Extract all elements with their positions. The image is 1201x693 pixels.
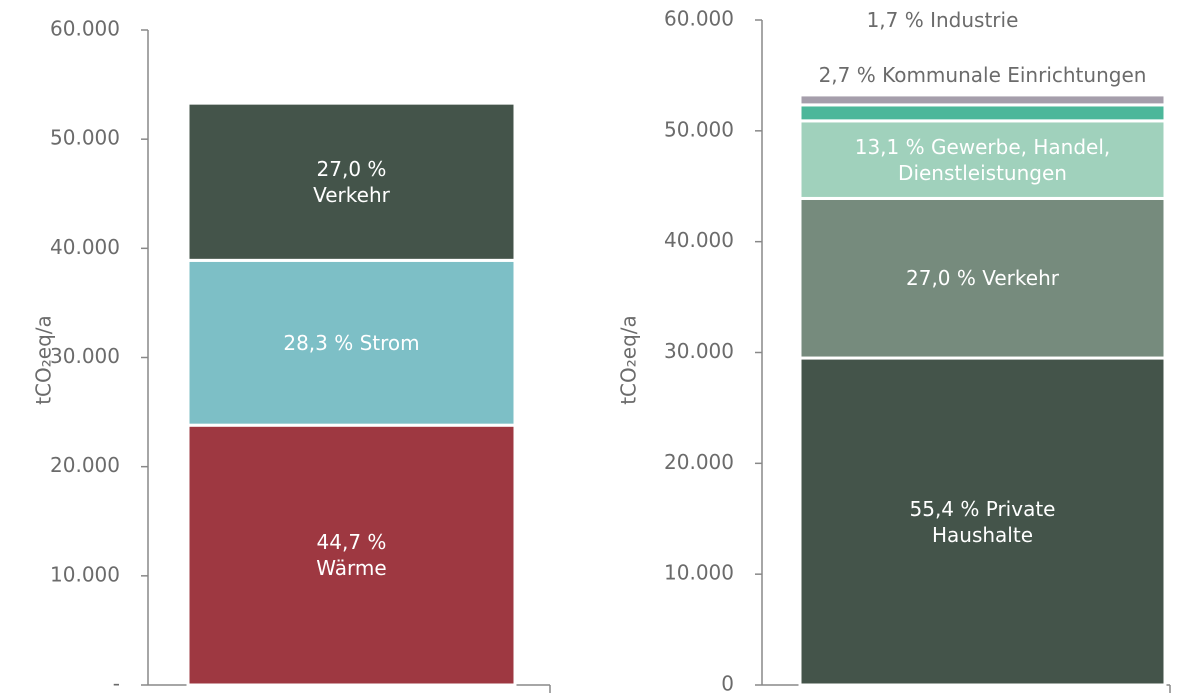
segment-label: 55,4 % Private Haushalte <box>909 496 1056 547</box>
y-tick-label: 10.000 <box>664 561 734 585</box>
bar-segment <box>798 93 1167 107</box>
bar-segment <box>798 356 1167 687</box>
segment-label: 44,7 % Wärme <box>316 530 387 581</box>
y-tick-label: 40.000 <box>664 228 734 252</box>
y-tick-label: 20.000 <box>50 453 120 477</box>
y-tick-label: 50.000 <box>664 117 734 141</box>
y-tick-label: 20.000 <box>664 450 734 474</box>
y-axis-label: tCO₂eq/a <box>32 315 56 405</box>
y-tick-label: 30.000 <box>50 344 120 368</box>
bar-segment <box>798 196 1167 360</box>
y-tick-label: 30.000 <box>664 339 734 363</box>
y-tick-label: 60.000 <box>664 7 734 31</box>
y-tick-label: 60.000 <box>50 17 120 41</box>
bar-segment <box>798 103 1167 123</box>
segment-label: 27,0 % Verkehr <box>906 266 1059 291</box>
segment-label: 2,7 % Kommunale Einrichtungen <box>818 63 1147 87</box>
segment-label: 28,3 % Strom <box>283 330 420 355</box>
segment-label: 13,1 % Gewerbe, Handel, Dienstleistungen <box>854 134 1111 185</box>
y-tick-label: 50.000 <box>50 126 120 150</box>
y-axis-label: tCO₂eq/a <box>617 315 641 405</box>
bar-segment <box>186 101 517 262</box>
y-tick-label: 40.000 <box>50 235 120 259</box>
y-tick-label: 0 <box>721 672 734 693</box>
bar-segment <box>798 119 1167 200</box>
y-tick-label: - <box>113 672 120 693</box>
y-tick-label: 10.000 <box>50 562 120 586</box>
segment-label: 1,7 % Industrie <box>866 8 1019 32</box>
bar-segment <box>186 258 517 427</box>
segment-label: 27,0 % Verkehr <box>313 156 390 207</box>
